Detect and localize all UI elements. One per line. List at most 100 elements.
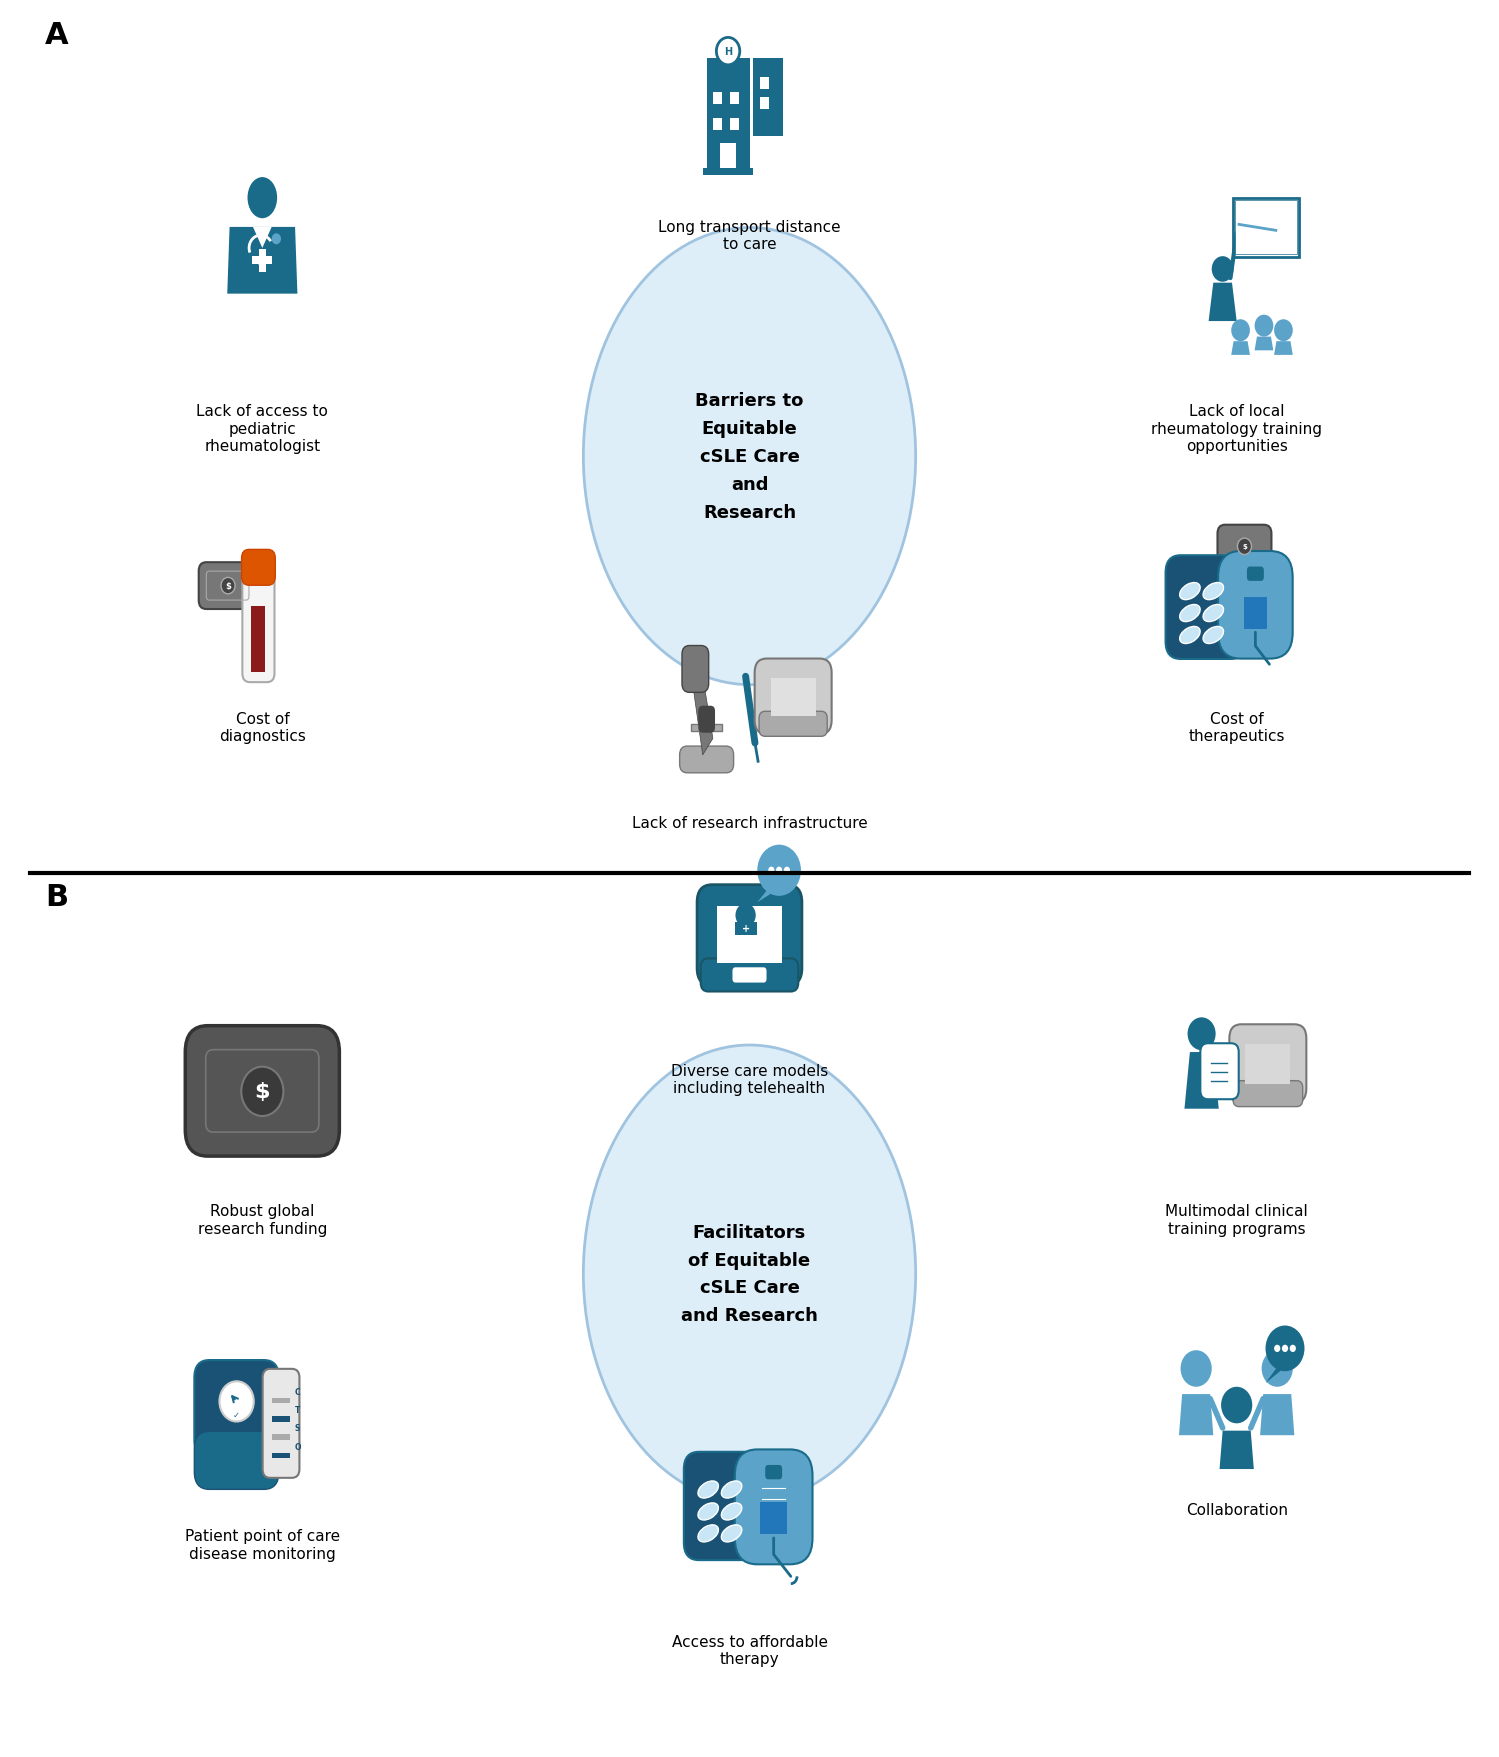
FancyBboxPatch shape: [273, 1453, 289, 1458]
Text: Patient point of care
disease monitoring: Patient point of care disease monitoring: [184, 1529, 340, 1560]
Text: T: T: [295, 1406, 300, 1414]
Circle shape: [1181, 1351, 1211, 1386]
FancyBboxPatch shape: [684, 1451, 764, 1560]
Ellipse shape: [583, 228, 916, 685]
FancyBboxPatch shape: [735, 1450, 812, 1564]
Polygon shape: [1208, 283, 1237, 322]
Polygon shape: [1274, 343, 1292, 355]
Text: A: A: [45, 21, 69, 49]
FancyBboxPatch shape: [273, 1434, 289, 1441]
FancyBboxPatch shape: [186, 1026, 339, 1156]
Polygon shape: [1180, 1395, 1213, 1435]
Polygon shape: [1261, 1395, 1294, 1435]
FancyBboxPatch shape: [241, 550, 276, 585]
FancyBboxPatch shape: [764, 1465, 782, 1479]
Circle shape: [1262, 1351, 1292, 1386]
FancyBboxPatch shape: [730, 93, 739, 105]
FancyBboxPatch shape: [720, 144, 736, 169]
Ellipse shape: [1204, 583, 1223, 601]
FancyBboxPatch shape: [1246, 1044, 1291, 1084]
Text: Access to affordable
therapy: Access to affordable therapy: [672, 1634, 827, 1666]
FancyBboxPatch shape: [195, 1432, 279, 1490]
Circle shape: [1238, 539, 1252, 555]
Circle shape: [757, 845, 800, 896]
FancyBboxPatch shape: [195, 1360, 279, 1458]
FancyBboxPatch shape: [706, 60, 750, 169]
Ellipse shape: [1204, 604, 1223, 622]
FancyBboxPatch shape: [1219, 552, 1292, 659]
Text: S: S: [295, 1423, 300, 1432]
Circle shape: [1231, 320, 1250, 343]
Text: Long transport distance
to care: Long transport distance to care: [658, 220, 841, 251]
Ellipse shape: [247, 177, 277, 220]
FancyBboxPatch shape: [760, 98, 769, 111]
FancyBboxPatch shape: [697, 886, 802, 986]
FancyBboxPatch shape: [682, 647, 709, 692]
FancyBboxPatch shape: [1229, 1024, 1306, 1103]
Text: C: C: [295, 1386, 300, 1397]
FancyBboxPatch shape: [760, 77, 769, 90]
FancyBboxPatch shape: [700, 959, 799, 993]
Polygon shape: [1184, 1052, 1219, 1109]
Circle shape: [736, 903, 755, 928]
Ellipse shape: [1180, 627, 1201, 645]
Ellipse shape: [721, 1481, 742, 1499]
FancyBboxPatch shape: [691, 724, 723, 731]
FancyBboxPatch shape: [703, 169, 754, 176]
Circle shape: [767, 868, 775, 875]
Circle shape: [1187, 1017, 1216, 1051]
Text: Facilitators
of Equitable
cSLE Care
and Research: Facilitators of Equitable cSLE Care and …: [681, 1223, 818, 1325]
Text: Collaboration: Collaboration: [1186, 1502, 1288, 1518]
FancyBboxPatch shape: [770, 678, 815, 717]
Text: ✓: ✓: [234, 1409, 240, 1420]
Text: Robust global
research funding: Robust global research funding: [198, 1204, 327, 1235]
Circle shape: [1211, 257, 1234, 283]
Ellipse shape: [583, 1045, 916, 1502]
Ellipse shape: [1180, 583, 1201, 601]
FancyBboxPatch shape: [733, 968, 766, 982]
FancyBboxPatch shape: [1201, 1044, 1238, 1100]
FancyBboxPatch shape: [273, 1416, 289, 1421]
Text: Barriers to
Equitable
cSLE Care
and
Research: Barriers to Equitable cSLE Care and Rese…: [696, 392, 803, 522]
Text: +: +: [742, 924, 750, 933]
Polygon shape: [1220, 1430, 1253, 1469]
Ellipse shape: [721, 1525, 742, 1543]
Text: O: O: [294, 1442, 301, 1451]
Ellipse shape: [699, 1525, 718, 1543]
Text: Diverse care models
including telehealth: Diverse care models including telehealth: [672, 1063, 827, 1095]
FancyBboxPatch shape: [758, 712, 827, 736]
Circle shape: [271, 234, 280, 246]
Circle shape: [241, 1066, 283, 1116]
FancyBboxPatch shape: [252, 606, 265, 673]
Polygon shape: [757, 887, 779, 903]
FancyBboxPatch shape: [714, 119, 723, 130]
Text: H: H: [724, 47, 732, 56]
Circle shape: [256, 257, 265, 265]
Text: Lack of research infrastructure: Lack of research infrastructure: [631, 815, 868, 831]
Text: $: $: [255, 1082, 270, 1102]
Circle shape: [220, 578, 235, 594]
FancyBboxPatch shape: [679, 747, 733, 773]
FancyBboxPatch shape: [1234, 1081, 1303, 1107]
Polygon shape: [1265, 1362, 1291, 1383]
Ellipse shape: [1180, 604, 1201, 622]
FancyBboxPatch shape: [252, 257, 273, 265]
FancyBboxPatch shape: [730, 119, 739, 130]
FancyBboxPatch shape: [760, 1502, 787, 1534]
FancyBboxPatch shape: [1217, 525, 1271, 569]
FancyBboxPatch shape: [754, 659, 832, 734]
Polygon shape: [693, 676, 714, 756]
FancyBboxPatch shape: [262, 1369, 300, 1478]
Polygon shape: [228, 228, 297, 295]
Text: Lack of local
rheumatology training
opportunities: Lack of local rheumatology training oppo…: [1151, 404, 1322, 453]
Text: Cost of
therapeutics: Cost of therapeutics: [1189, 712, 1285, 743]
Ellipse shape: [699, 1481, 718, 1499]
Polygon shape: [735, 922, 757, 935]
Text: $: $: [225, 582, 231, 590]
Polygon shape: [1231, 343, 1250, 355]
FancyBboxPatch shape: [1247, 568, 1264, 582]
FancyBboxPatch shape: [699, 706, 715, 733]
Text: Lack of access to
pediatric
rheumatologist: Lack of access to pediatric rheumatologi…: [196, 404, 328, 453]
Ellipse shape: [1204, 627, 1223, 645]
Text: Cost of
diagnostics: Cost of diagnostics: [219, 712, 306, 743]
